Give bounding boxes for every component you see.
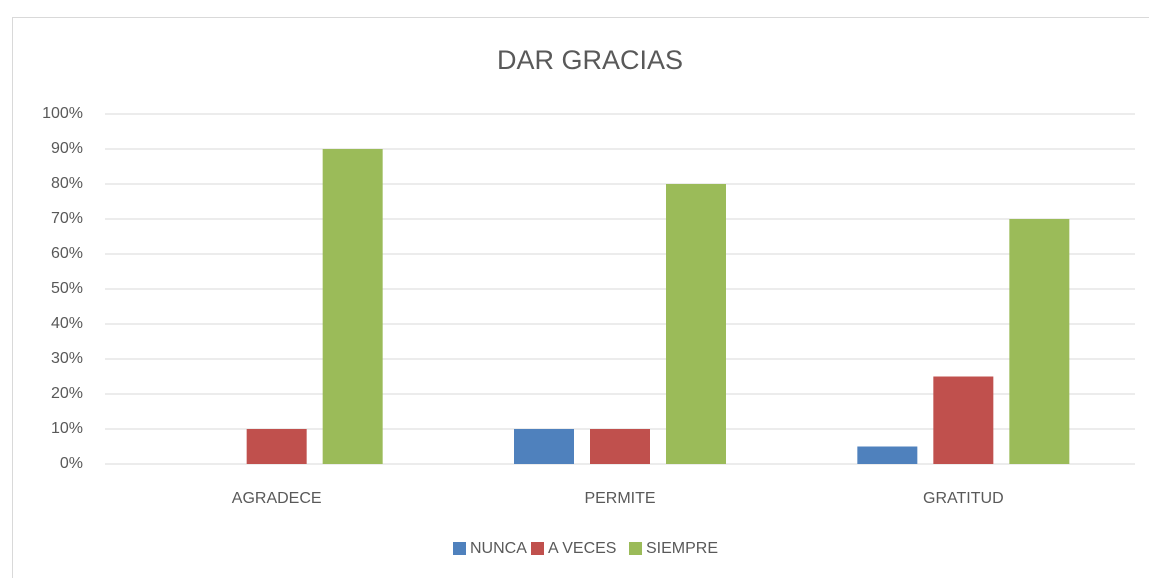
y-tick-label: 50% bbox=[51, 280, 83, 297]
bar bbox=[246, 429, 307, 464]
y-tick-label: 90% bbox=[51, 140, 83, 157]
y-tick-label: 30% bbox=[51, 350, 83, 367]
legend-label: A VECES bbox=[548, 540, 616, 557]
legend-label: NUNCA bbox=[470, 540, 527, 557]
y-tick-label: 0% bbox=[60, 455, 83, 472]
y-tick-label: 60% bbox=[51, 245, 83, 262]
bar bbox=[933, 376, 994, 464]
legend-label: SIEMPRE bbox=[646, 540, 718, 557]
chart-frame bbox=[12, 17, 1149, 578]
y-tick-label: 70% bbox=[51, 210, 83, 227]
legend-swatch bbox=[629, 542, 642, 555]
legend-swatch bbox=[453, 542, 466, 555]
x-tick-label: GRATITUD bbox=[923, 490, 1004, 507]
bar bbox=[1009, 219, 1070, 464]
bar bbox=[590, 429, 650, 464]
y-tick-label: 40% bbox=[51, 315, 83, 332]
bar bbox=[514, 429, 574, 464]
y-tick-label: 100% bbox=[42, 105, 83, 122]
y-tick-label: 80% bbox=[51, 175, 83, 192]
chart-title: DAR GRACIAS bbox=[497, 45, 683, 75]
bar bbox=[322, 149, 383, 464]
bar bbox=[666, 184, 726, 464]
bar bbox=[857, 446, 918, 464]
x-tick-label: PERMITE bbox=[584, 490, 655, 507]
x-tick-label: AGRADECE bbox=[232, 490, 322, 507]
y-tick-label: 20% bbox=[51, 385, 83, 402]
y-tick-label: 10% bbox=[51, 420, 83, 437]
legend-swatch bbox=[531, 542, 544, 555]
